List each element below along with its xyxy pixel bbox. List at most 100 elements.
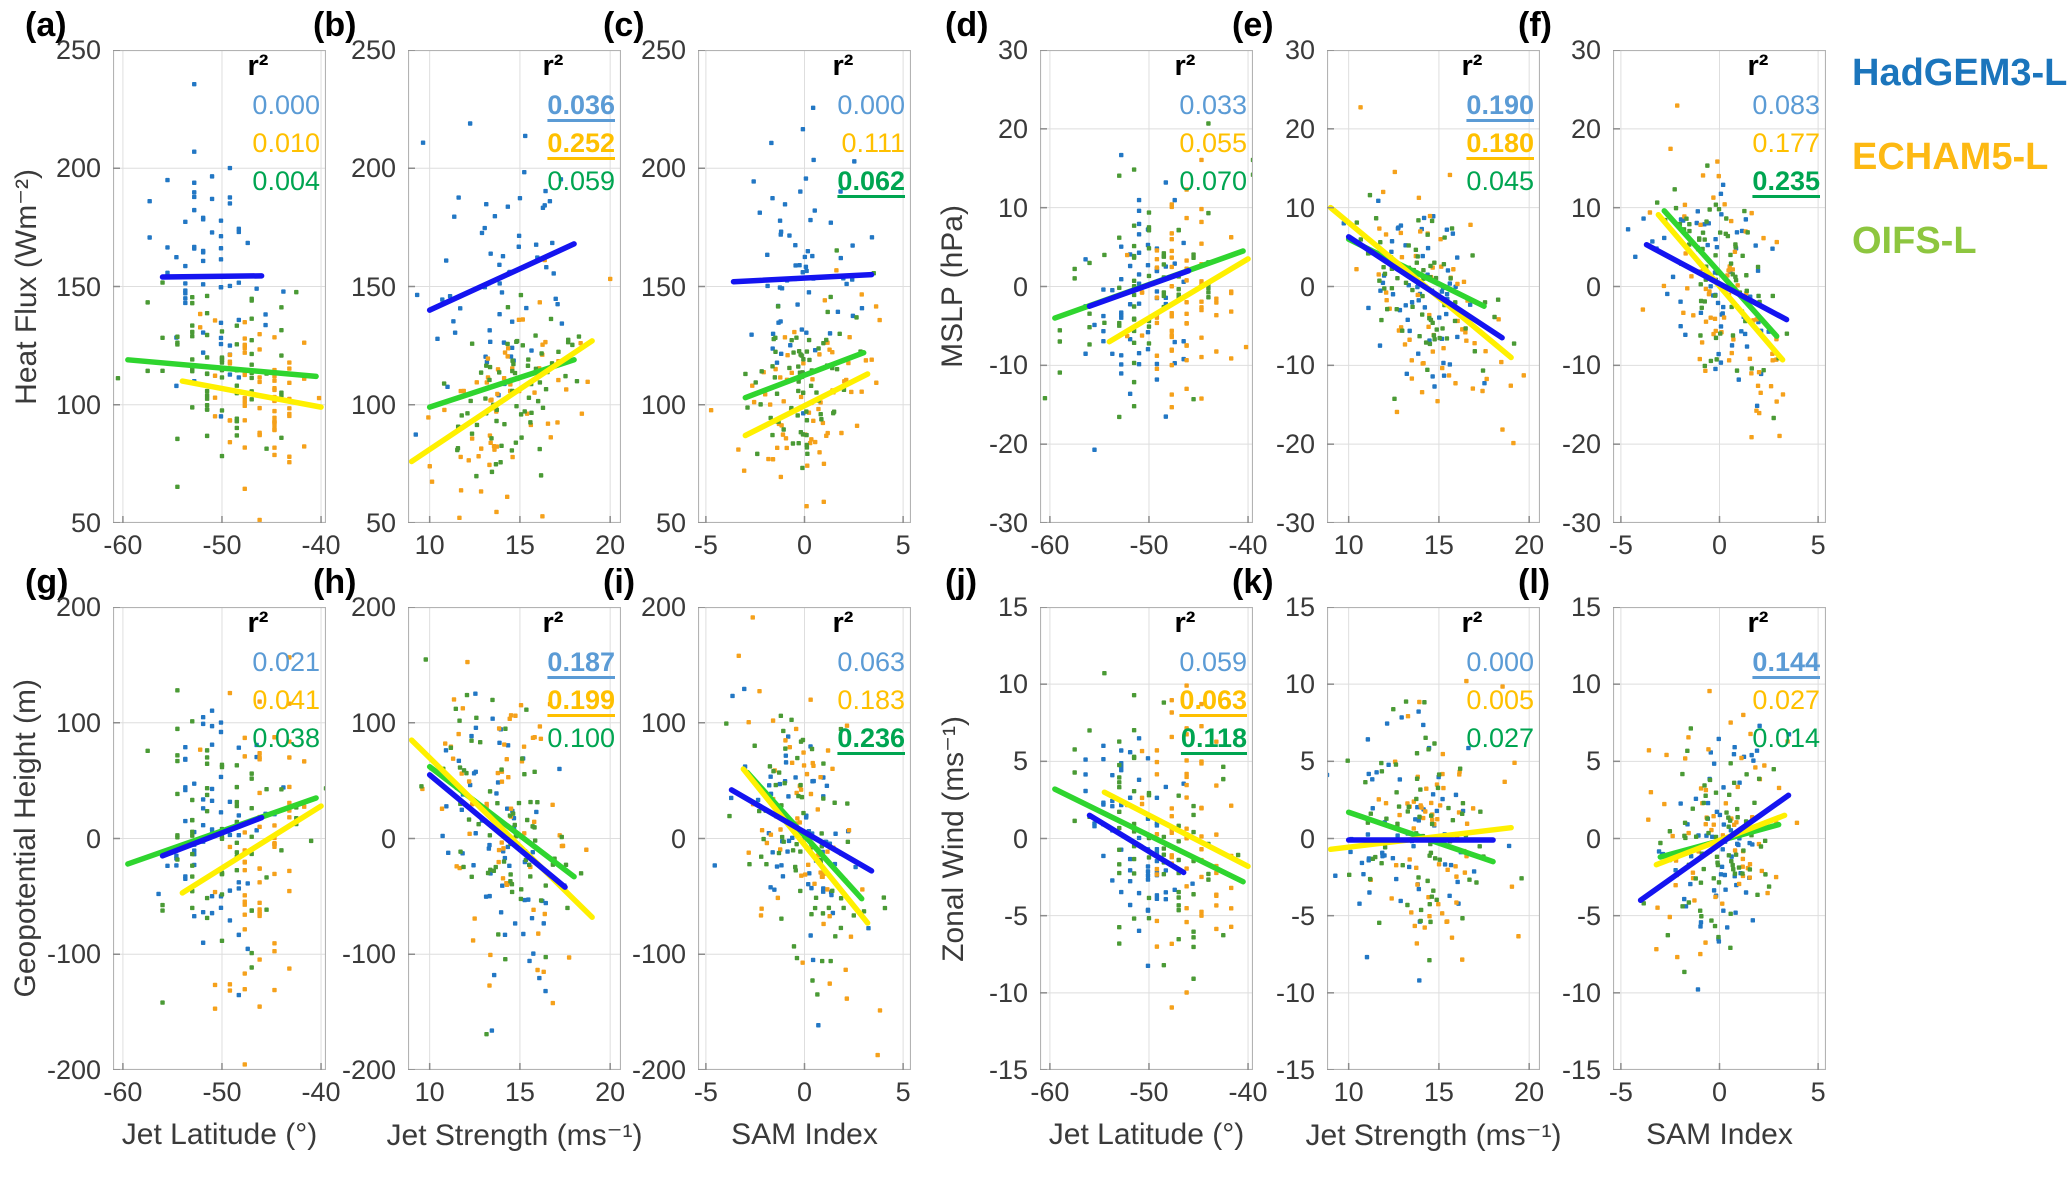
data-point xyxy=(1382,271,1388,277)
data-point xyxy=(473,831,478,836)
data-point xyxy=(1416,195,1422,201)
data-point xyxy=(1136,351,1142,356)
data-point xyxy=(453,706,459,711)
data-point xyxy=(1184,311,1189,317)
data-point xyxy=(1447,893,1452,899)
data-point xyxy=(249,965,254,970)
y-tick-label: 50 xyxy=(70,508,101,538)
data-point xyxy=(1117,941,1122,946)
data-point xyxy=(218,414,224,419)
data-point xyxy=(559,321,565,326)
data-point xyxy=(1662,801,1667,807)
data-point xyxy=(852,159,857,164)
data-point xyxy=(773,782,778,788)
data-point xyxy=(444,804,449,809)
panel-label-f: (f) xyxy=(1518,6,1552,44)
data-point xyxy=(165,270,170,276)
data-point xyxy=(446,850,451,856)
r2-value-OIFS-L: 0.045 xyxy=(1466,166,1534,196)
data-point xyxy=(749,332,754,337)
data-point xyxy=(469,733,474,739)
data-point xyxy=(1750,918,1756,923)
data-point xyxy=(257,755,262,760)
y-tick-label: 200 xyxy=(350,153,396,184)
data-point xyxy=(1749,752,1754,758)
trend-line-HadGEM3-L xyxy=(1637,792,1792,903)
data-point xyxy=(496,932,501,937)
data-point xyxy=(804,409,809,414)
y-tick-label: 10 xyxy=(1570,669,1601,700)
data-point xyxy=(1711,761,1717,766)
data-point xyxy=(830,888,835,893)
data-point xyxy=(1117,173,1122,178)
r2-value-ECHAM5-L: 0.180 xyxy=(1466,128,1534,158)
data-point xyxy=(1721,822,1727,827)
data-point xyxy=(1728,720,1733,725)
data-point xyxy=(1728,761,1733,766)
data-point xyxy=(547,701,553,707)
data-point xyxy=(770,718,776,723)
data-point xyxy=(1708,284,1713,289)
data-point xyxy=(1483,349,1488,354)
data-point xyxy=(272,841,277,846)
y-tick-label: -20 xyxy=(1561,429,1601,460)
data-point xyxy=(497,281,502,286)
data-point xyxy=(1145,329,1151,335)
data-point xyxy=(1127,878,1133,884)
data-point xyxy=(783,746,788,751)
data-point xyxy=(499,443,504,449)
data-point xyxy=(533,333,538,338)
data-point xyxy=(537,975,542,981)
data-point xyxy=(1509,884,1515,889)
data-point xyxy=(518,292,524,298)
data-point xyxy=(1394,306,1399,312)
data-point xyxy=(190,833,195,838)
data-point xyxy=(752,743,757,748)
data-point xyxy=(1749,366,1754,371)
data-point xyxy=(1101,339,1106,344)
data-point xyxy=(197,747,203,752)
data-point xyxy=(1722,202,1727,207)
y-tick-label: -15 xyxy=(988,1055,1028,1085)
data-point xyxy=(505,346,511,351)
data-point xyxy=(287,655,292,660)
y-tick-label: -20 xyxy=(988,429,1028,460)
data-point xyxy=(545,421,551,426)
data-point xyxy=(789,760,795,766)
data-point xyxy=(538,898,544,903)
data-point xyxy=(1735,806,1740,812)
data-point xyxy=(822,298,828,303)
data-point xyxy=(534,809,539,815)
data-point xyxy=(803,176,809,181)
data-point xyxy=(272,427,277,433)
data-point xyxy=(1477,844,1482,849)
data-point xyxy=(1712,316,1718,322)
data-point xyxy=(1416,709,1421,714)
y-tick-label: -30 xyxy=(988,508,1028,538)
data-point xyxy=(245,946,250,952)
data-point xyxy=(1131,403,1137,409)
data-point xyxy=(441,381,447,386)
data-point xyxy=(1735,815,1740,820)
data-point xyxy=(1437,857,1442,862)
scatter-plot-l xyxy=(1613,607,1826,1070)
data-point xyxy=(443,748,449,753)
data-point xyxy=(1713,366,1718,372)
data-point xyxy=(564,387,569,392)
data-point xyxy=(809,746,815,752)
data-point xyxy=(1172,887,1177,893)
data-point xyxy=(812,208,817,213)
x-tick-label: 0 xyxy=(1711,530,1728,560)
data-point xyxy=(1678,217,1684,222)
data-point xyxy=(1445,268,1451,273)
data-point xyxy=(491,443,497,449)
data-point xyxy=(1206,121,1211,126)
data-point xyxy=(1664,752,1669,758)
data-point xyxy=(1774,399,1779,404)
data-point xyxy=(831,410,836,416)
r2-value-ECHAM5-L: 0.005 xyxy=(1466,685,1534,715)
data-point xyxy=(1462,870,1468,875)
data-point xyxy=(524,707,529,712)
data-point xyxy=(508,713,514,718)
data-point xyxy=(227,844,233,850)
